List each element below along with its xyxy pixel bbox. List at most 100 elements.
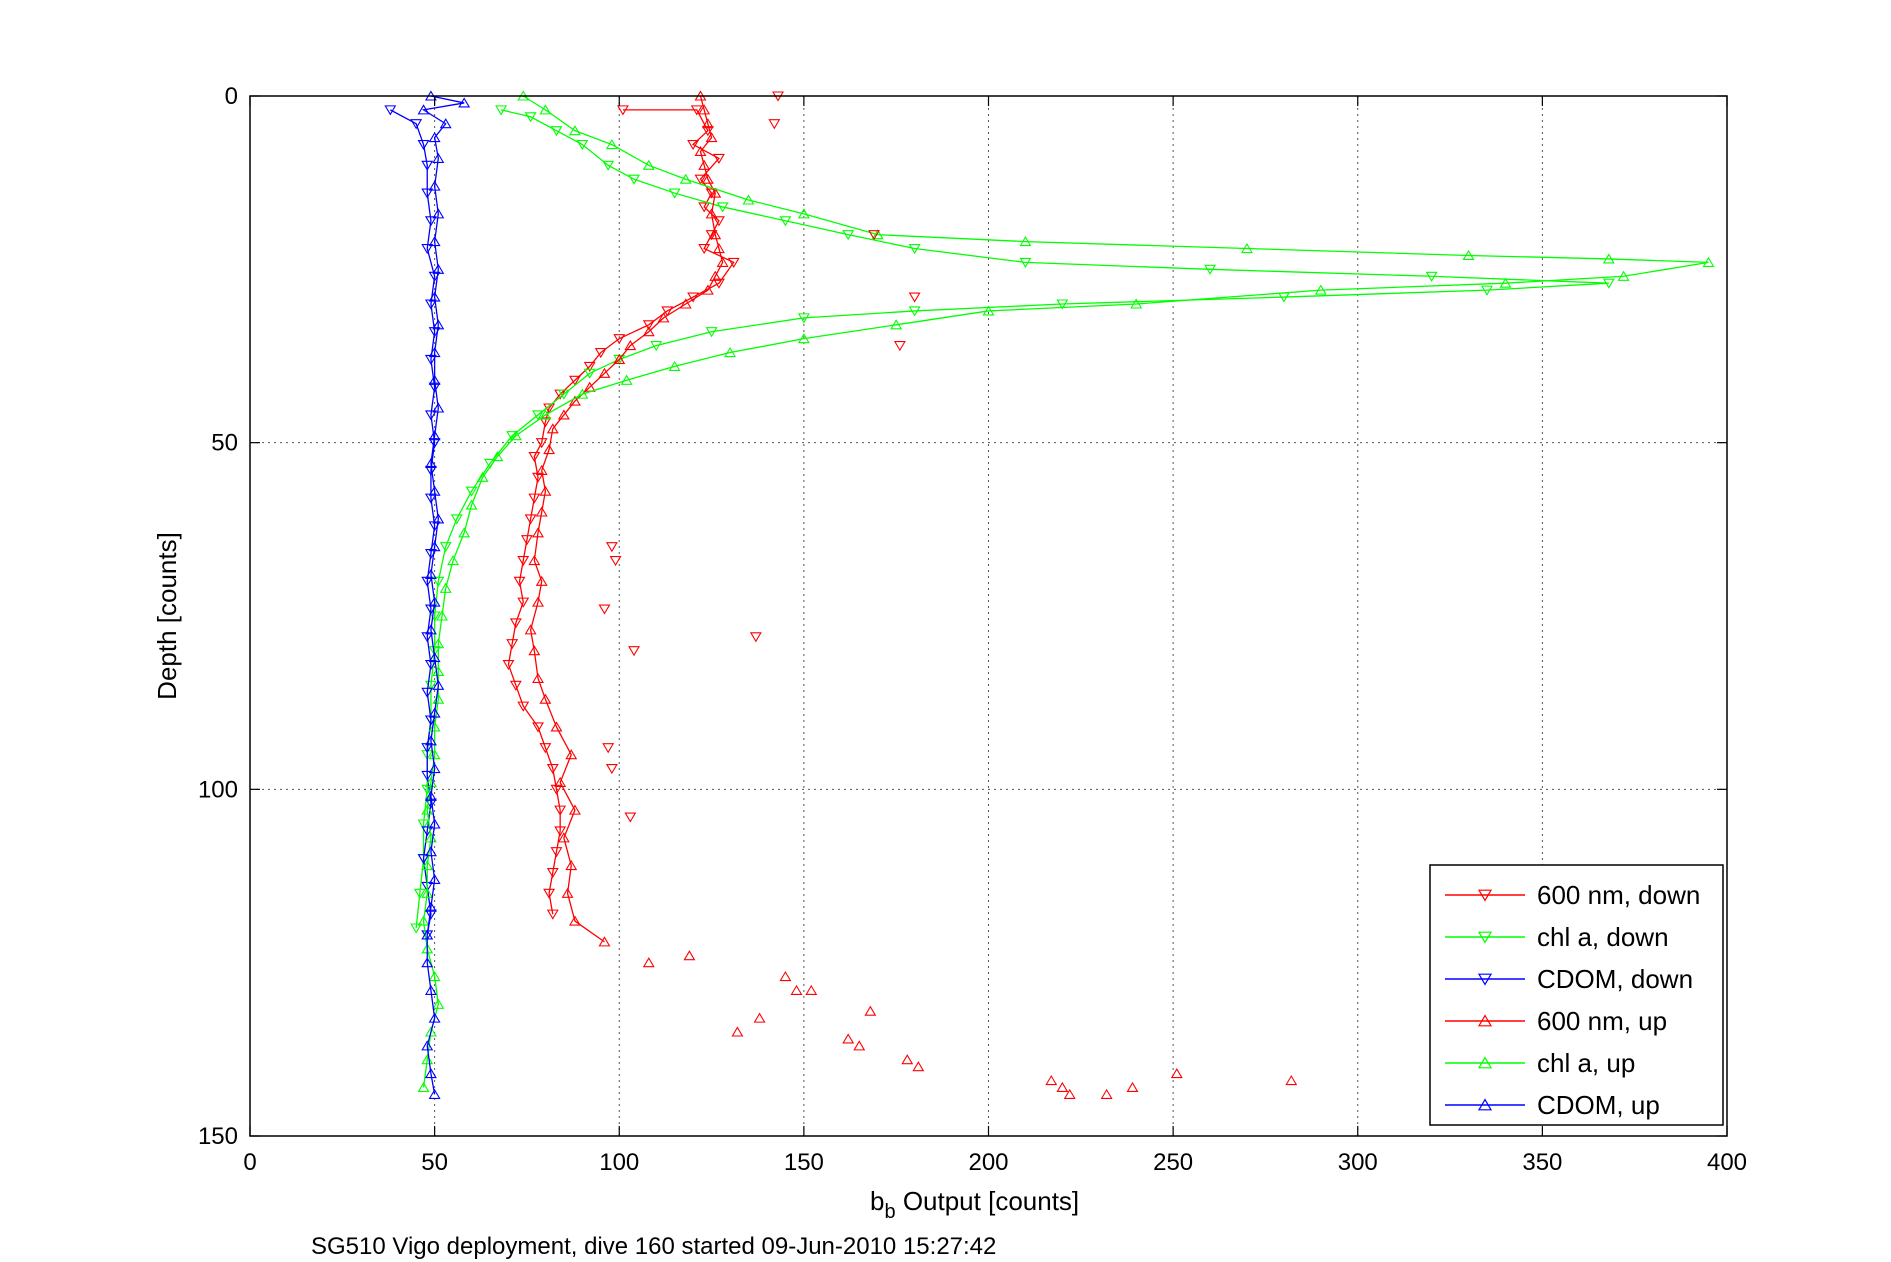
data-point-marker <box>1481 285 1493 296</box>
data-point-marker <box>421 743 434 754</box>
data-point-marker <box>568 125 581 136</box>
data-point-marker <box>424 659 437 671</box>
data-point-marker <box>709 270 722 281</box>
data-point-marker <box>421 576 434 587</box>
data-point-marker <box>790 984 803 995</box>
data-point-marker <box>565 749 578 760</box>
data-point-marker <box>871 229 884 240</box>
data-point-marker <box>705 208 718 219</box>
data-point-marker <box>565 860 578 871</box>
legend-box <box>1429 864 1724 1126</box>
data-point-marker <box>428 818 441 829</box>
data-point-marker <box>657 312 670 323</box>
data-point-marker <box>683 950 696 961</box>
y-tick-label: 150 <box>198 1123 238 1150</box>
data-point-marker <box>528 493 541 504</box>
data-point-marker <box>417 854 430 865</box>
data-point-marker <box>424 1068 437 1079</box>
data-point-marker <box>424 299 437 310</box>
data-point-marker <box>410 119 423 130</box>
data-point-marker <box>417 819 430 830</box>
data-point-marker <box>424 410 437 421</box>
data-point-marker <box>436 610 448 621</box>
data-point-marker <box>1462 249 1475 261</box>
data-point-marker <box>417 915 430 926</box>
data-point-marker <box>417 1081 430 1093</box>
data-point-marker <box>546 763 559 775</box>
data-point-marker <box>779 216 792 227</box>
data-point-marker <box>424 735 437 746</box>
data-point-marker <box>424 1026 437 1037</box>
data-point-marker <box>554 776 567 787</box>
data-point-marker <box>428 180 441 191</box>
data-point-marker <box>421 243 434 255</box>
legend-marker <box>1477 889 1493 902</box>
data-point-marker <box>424 901 437 912</box>
data-point-marker <box>428 346 441 358</box>
data-point-marker <box>705 188 718 199</box>
data-point-marker <box>605 138 618 150</box>
y-tick-label: 0 <box>225 83 238 110</box>
data-point-marker <box>421 1040 434 1051</box>
data-point-marker <box>447 554 460 566</box>
data-point-marker <box>524 514 537 525</box>
data-point-marker <box>491 450 504 462</box>
data-point-marker <box>421 687 434 698</box>
data-point-marker <box>620 374 633 385</box>
data-point-marker <box>1314 284 1327 295</box>
data-point-marker <box>517 597 530 608</box>
data-point-marker <box>661 306 674 317</box>
data-point-marker <box>428 762 441 774</box>
data-point-marker <box>417 139 430 151</box>
data-point-marker <box>543 888 556 899</box>
data-point-marker <box>568 915 581 926</box>
data-point-marker <box>598 367 611 378</box>
data-point-marker <box>716 256 729 267</box>
data-point-marker <box>421 160 434 171</box>
data-point-marker <box>532 672 544 683</box>
data-point-marker <box>842 230 855 241</box>
data-point-marker <box>561 887 574 898</box>
data-point-marker <box>421 1054 434 1065</box>
data-point-marker <box>428 646 441 657</box>
data-point-marker <box>410 923 423 934</box>
data-point-marker <box>546 909 559 920</box>
data-point-marker <box>694 145 707 157</box>
data-point-marker <box>1019 257 1032 268</box>
data-point-marker <box>424 216 437 227</box>
data-point-marker <box>712 278 725 289</box>
data-point-marker <box>1204 264 1217 275</box>
series-line <box>390 109 436 936</box>
data-point-marker <box>749 632 762 643</box>
y-tick-label: 100 <box>198 776 238 803</box>
data-point-marker <box>535 506 548 517</box>
data-point-marker <box>439 582 452 593</box>
x-tick-label: 150 <box>784 1149 824 1176</box>
data-point-marker <box>1170 1068 1183 1079</box>
data-point-marker <box>524 112 537 123</box>
data-point-marker <box>428 1088 441 1099</box>
data-point-marker <box>509 430 522 441</box>
data-point-marker <box>428 291 441 302</box>
data-point-marker <box>690 105 703 116</box>
data-point-marker <box>557 832 570 843</box>
data-point-marker <box>908 292 921 303</box>
data-point-marker <box>712 153 725 164</box>
data-point-marker <box>1602 253 1615 264</box>
data-point-marker <box>532 472 544 483</box>
data-point-marker <box>628 174 640 185</box>
data-point-marker <box>701 118 714 129</box>
series-group <box>524 90 729 947</box>
data-point-marker <box>1285 1074 1298 1086</box>
data-point-marker <box>768 119 781 130</box>
data-point-marker <box>1100 1088 1113 1099</box>
data-point-marker <box>698 104 711 115</box>
legend-label: 600 nm, down <box>1537 880 1700 910</box>
data-point-marker <box>890 319 903 330</box>
data-point-marker <box>424 624 437 635</box>
legend-marker <box>1477 1014 1493 1027</box>
data-point-marker <box>701 173 714 184</box>
data-point-marker <box>517 701 530 712</box>
data-point-marker <box>1499 277 1512 288</box>
